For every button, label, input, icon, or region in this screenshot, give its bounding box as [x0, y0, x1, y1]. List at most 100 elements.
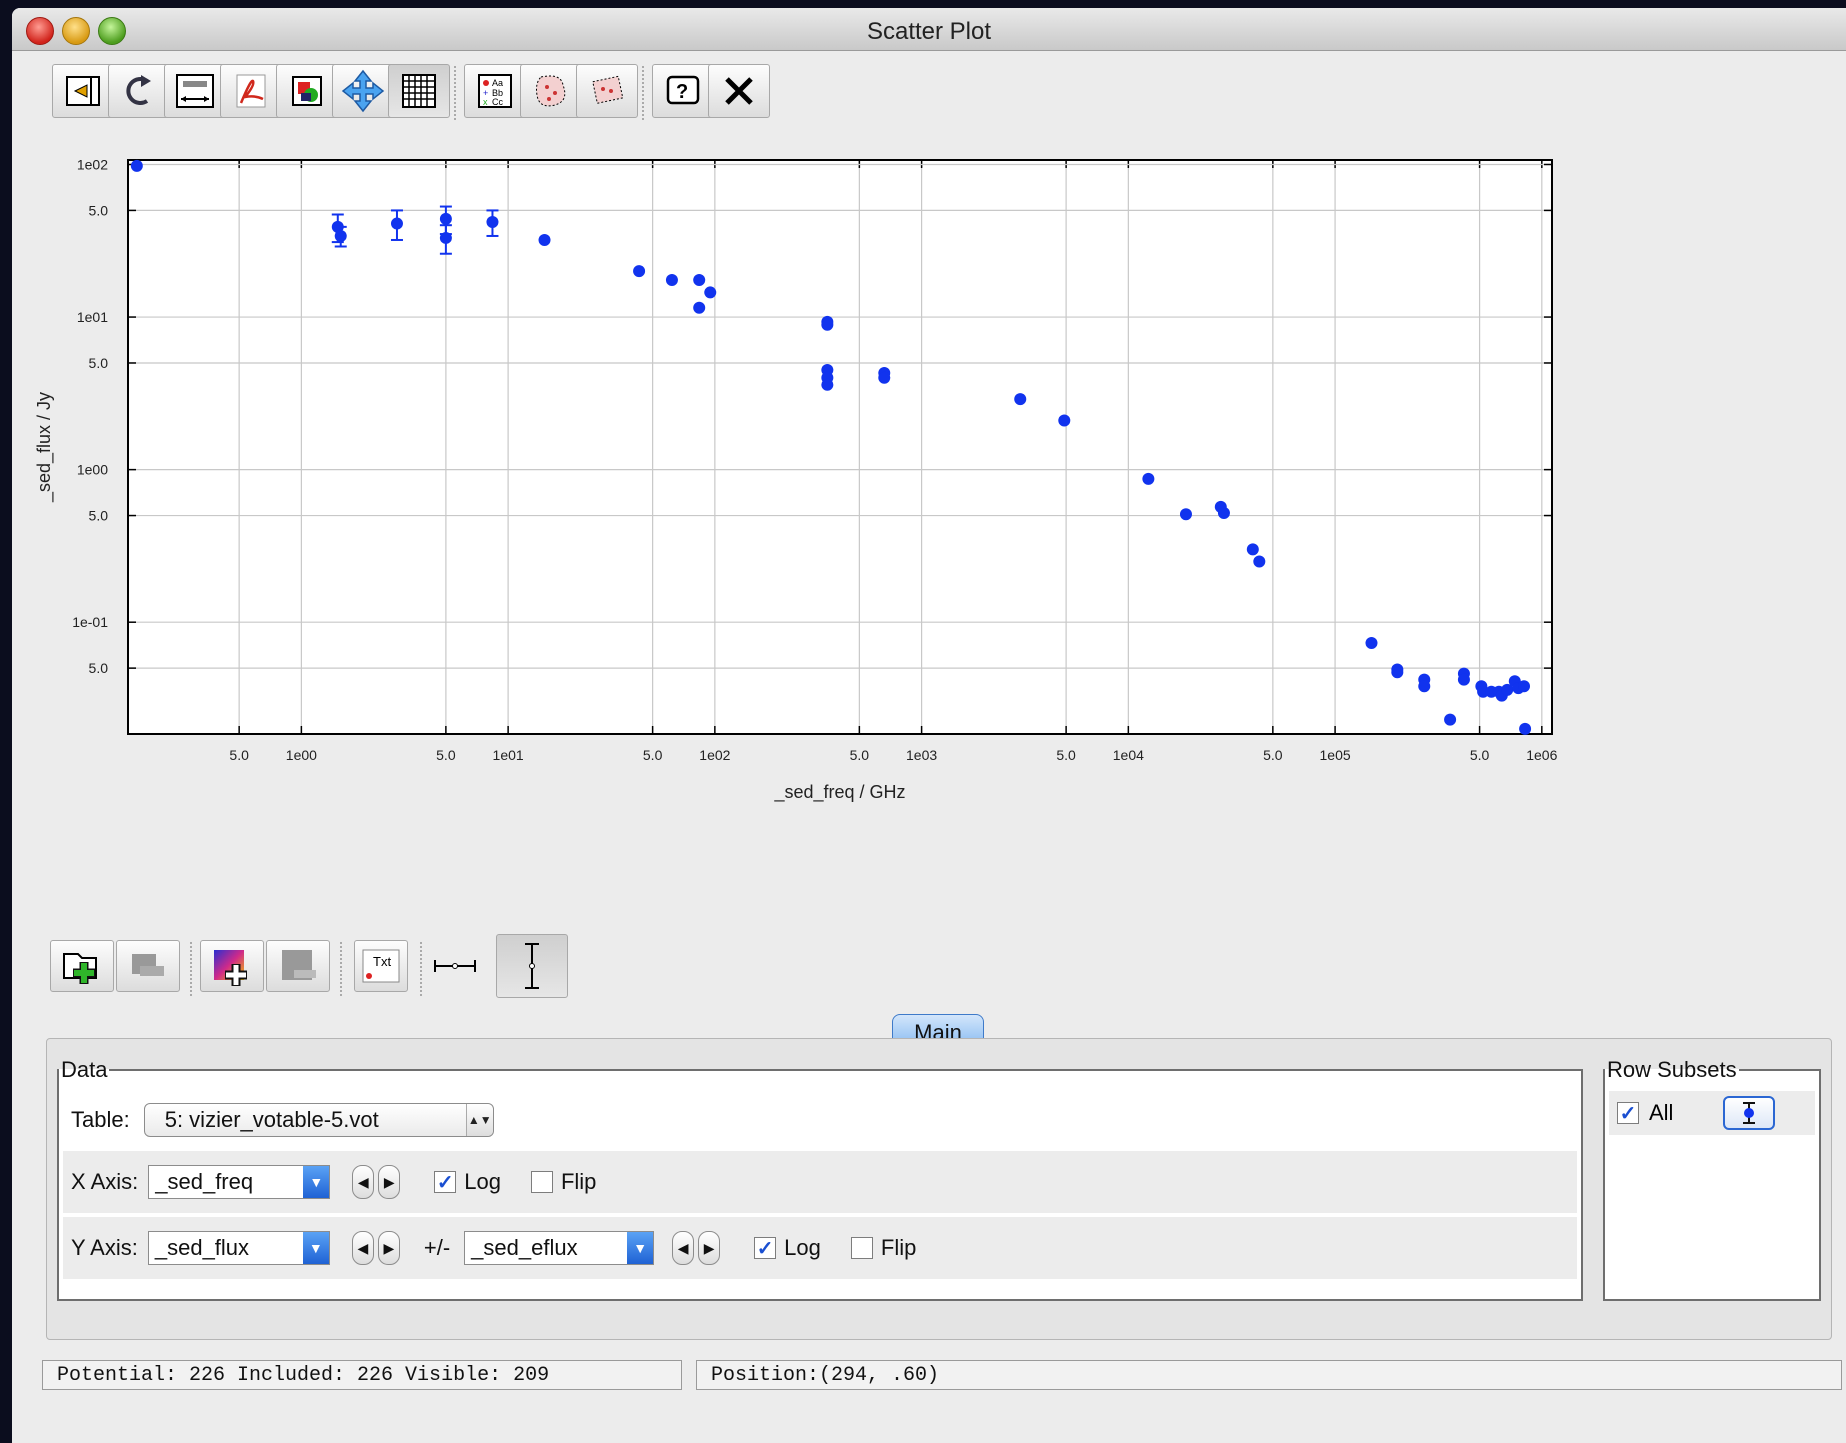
minimize-window-button[interactable]: [62, 17, 90, 45]
data-point: [334, 229, 347, 242]
y-log-checkbox[interactable]: ✓: [754, 1237, 777, 1260]
add-dataset-icon: [63, 953, 97, 984]
right-arrow-icon: ▶: [383, 1239, 395, 1256]
data-point: [1142, 472, 1155, 485]
y-axis-prev-button[interactable]: ◀: [351, 1231, 374, 1265]
subset-all-checkbox[interactable]: ✓: [1617, 1102, 1639, 1125]
table-label: Table:: [71, 1107, 130, 1132]
subset-all-label: All: [1649, 1100, 1674, 1125]
zoom-window-button[interactable]: [98, 17, 126, 45]
add-dataset-button[interactable]: [50, 940, 114, 992]
x-axis-select-value: _sed_freq: [155, 1169, 254, 1194]
x-log-label: Log: [464, 1169, 501, 1194]
svg-text:Cc: Cc: [492, 97, 503, 107]
data-point: [1457, 673, 1470, 686]
legend-button[interactable]: Aa + Bb x Cc: [464, 64, 526, 118]
dropdown-arrow-icon: ▼: [303, 1166, 330, 1198]
data-fieldset: Data Table: 5: vizier_votable-5.vot ▲▼ X…: [57, 1057, 1583, 1301]
grid-toggle-button[interactable]: [388, 64, 450, 118]
legend-icon: Aa + Bbx Cc: [478, 74, 512, 108]
x-axis-next-button[interactable]: ▶: [378, 1165, 401, 1199]
export-image-button[interactable]: [276, 64, 338, 118]
row-subsets-fieldset: Row Subsets ✓ All: [1603, 1057, 1821, 1301]
subset-style-button[interactable]: [1723, 1096, 1776, 1130]
close-plot-button[interactable]: [708, 64, 770, 118]
remove-dataset-icon: [132, 954, 164, 976]
y-axis-select-value: _sed_flux: [154, 1235, 250, 1260]
x-error-bar-button[interactable]: [428, 940, 482, 992]
text-label-button[interactable]: Txt: [354, 940, 408, 992]
close-window-button[interactable]: [26, 17, 54, 45]
data-legend: Data: [61, 1057, 108, 1082]
x-tick-label: 5.0: [436, 747, 456, 763]
remove-dataset-button[interactable]: [116, 940, 180, 992]
data-point: [1418, 680, 1431, 693]
data-point: [1444, 713, 1457, 726]
x-tick-label: 1e04: [1113, 747, 1144, 763]
data-point: [1518, 680, 1531, 693]
help-button[interactable]: ?: [652, 64, 714, 118]
x-axis-select[interactable]: _sed_freq ▼: [148, 1165, 331, 1199]
navigation-button[interactable]: [332, 64, 394, 118]
add-aux-axis-button[interactable]: [200, 940, 264, 992]
y-tick-label: 5.0: [89, 355, 109, 371]
axis-editor-button[interactable]: [164, 64, 226, 118]
x-tick-label: 1e00: [286, 747, 317, 763]
y-tick-label: 5.0: [89, 202, 109, 218]
toolbar-separator: [642, 66, 645, 120]
scatter-plot-chart[interactable]: 5.0 1e00 5.0 1e01 5.0 1e02 5.0 1e03 5.0 1e04 5.0 1e…: [12, 138, 1846, 938]
data-point: [1246, 543, 1259, 556]
replot-button[interactable]: [108, 64, 170, 118]
error-label: +/-: [423, 1235, 451, 1260]
table-select[interactable]: 5: vizier_votable-5.vot ▲▼: [143, 1103, 494, 1137]
y-tick-label: 1e-01: [72, 614, 108, 630]
y-flip-checkbox[interactable]: [850, 1237, 873, 1259]
import-icon: [66, 76, 100, 106]
y-error-next-button[interactable]: ▶: [698, 1231, 721, 1265]
remove-aux-axis-button[interactable]: [266, 940, 330, 992]
svg-text:Bb: Bb: [492, 88, 503, 98]
y-axis-next-button[interactable]: ▶: [377, 1231, 400, 1265]
plot-area[interactable]: 5.0 1e00 5.0 1e01 5.0 1e02 5.0 1e03 5.0 1e04 5.0 1e…: [12, 138, 1846, 938]
subset-blob-button[interactable]: [520, 64, 582, 118]
export-pdf-button[interactable]: [220, 64, 282, 118]
data-point: [486, 215, 499, 228]
left-arrow-icon: ◀: [357, 1239, 369, 1256]
x-flip-checkbox[interactable]: [530, 1171, 553, 1193]
y-axis-select[interactable]: _sed_flux ▼: [147, 1231, 330, 1265]
x-tick-label: 5.0: [850, 747, 870, 763]
y-error-bar-button[interactable]: [496, 934, 568, 998]
x-axis-prev-button[interactable]: ◀: [352, 1165, 375, 1199]
data-point: [665, 273, 678, 286]
dropdown-arrow-icon: ▼: [302, 1232, 329, 1264]
add-aux-axis-icon: [214, 950, 247, 986]
x-error-bar-icon: [434, 960, 476, 972]
toolbar-separator: [420, 942, 423, 996]
toolbar-separator: [190, 942, 193, 996]
x-log-checkbox[interactable]: ✓: [434, 1171, 457, 1194]
help-icon: ?: [666, 75, 700, 105]
y-flip-label: Flip: [880, 1235, 917, 1260]
left-arrow-icon: ◀: [677, 1239, 689, 1256]
remove-aux-axis-icon: [282, 950, 316, 980]
close-icon: [725, 77, 753, 105]
x-tick-label: 1e01: [493, 747, 524, 763]
svg-text:Aa: Aa: [492, 78, 503, 88]
y-error-prev-button[interactable]: ◀: [672, 1231, 695, 1265]
data-point: [1391, 666, 1404, 679]
subset-rectangle-button[interactable]: [576, 64, 638, 118]
grid-icon: [402, 74, 436, 108]
data-point: [1179, 508, 1192, 521]
y-tick-label: 5.0: [89, 660, 109, 676]
scatter-plot-window: Scatter Plot Aa + Bb x Cc: [12, 8, 1846, 1443]
import-button[interactable]: [52, 64, 114, 118]
y-axis-label: Y Axis:: [71, 1235, 138, 1260]
data-point: [1365, 637, 1378, 650]
y-error-select[interactable]: _sed_eflux ▼: [464, 1231, 655, 1265]
right-arrow-icon: ▶: [383, 1173, 395, 1190]
y-tick-label: 5.0: [89, 508, 109, 524]
x-tick-label: 1e02: [699, 747, 730, 763]
table-select-value: 5: vizier_votable-5.vot: [164, 1107, 379, 1132]
row-subsets-legend: Row Subsets: [1607, 1057, 1737, 1082]
data-point: [821, 318, 834, 331]
